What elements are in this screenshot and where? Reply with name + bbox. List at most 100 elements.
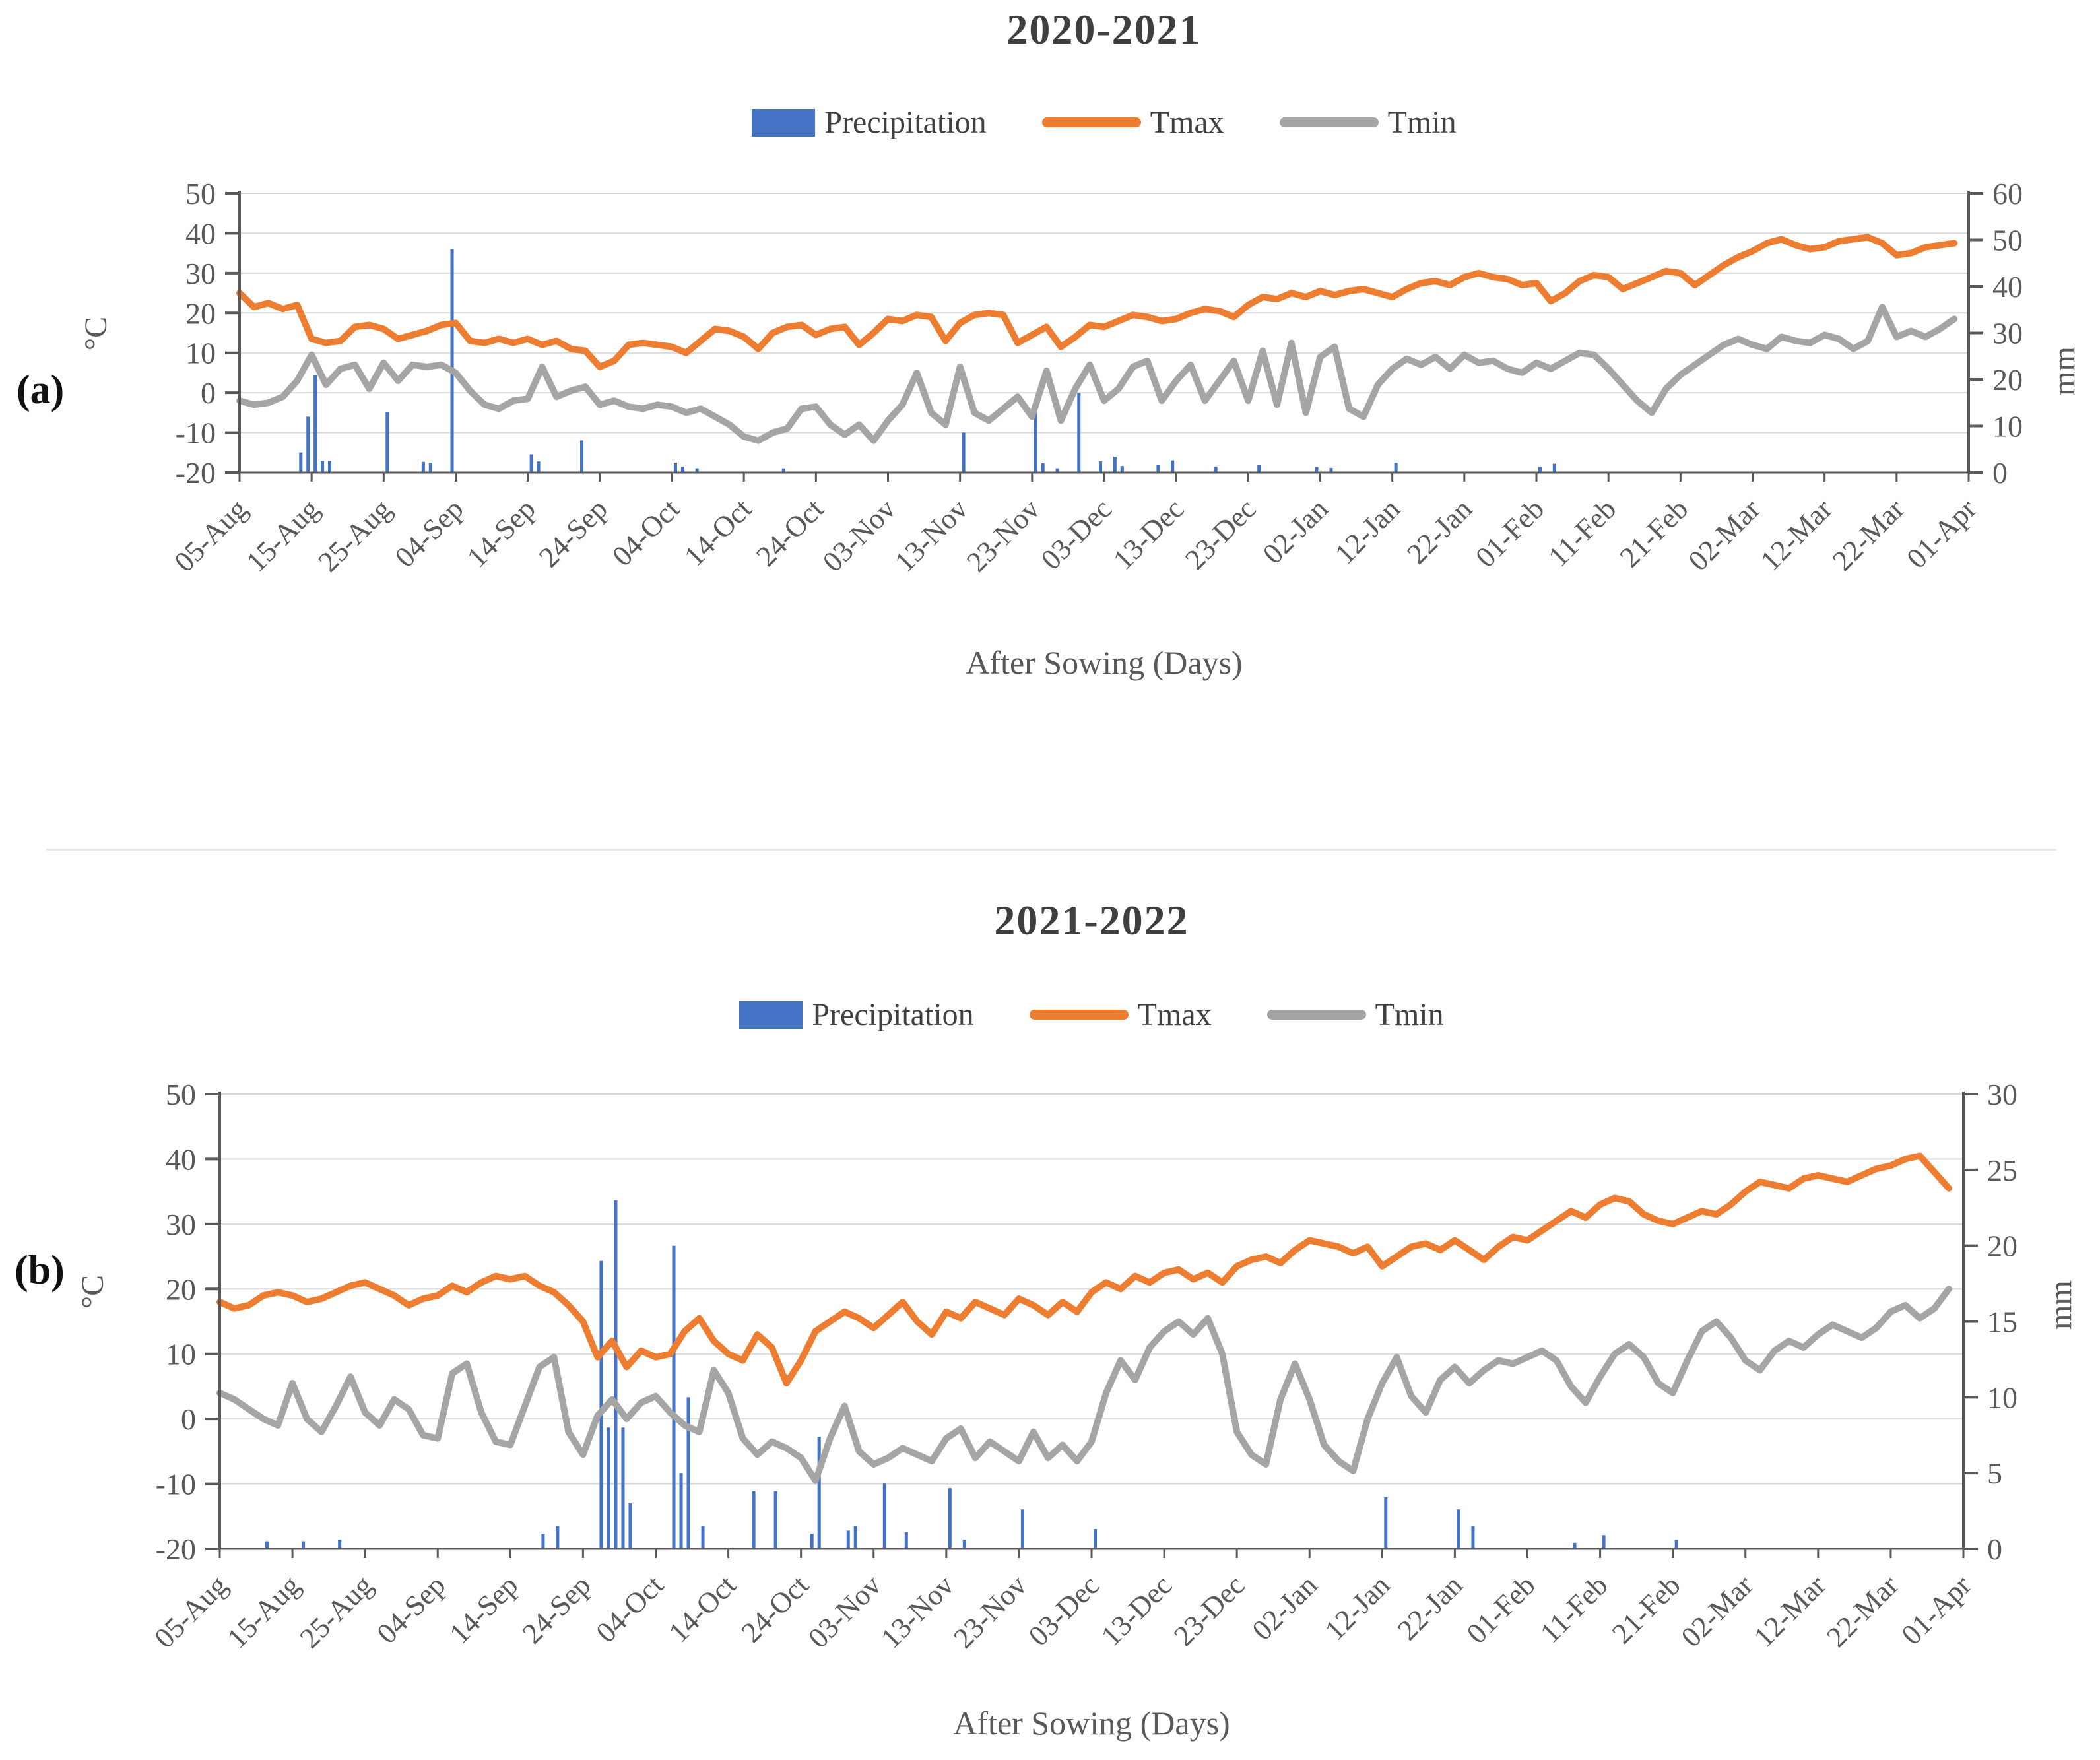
x-tick-label: 04-Oct: [606, 492, 686, 572]
x-tick-label: 24-Sep: [516, 1569, 597, 1650]
left-tick-label: 50: [166, 1078, 196, 1111]
precipitation-bar: [810, 1534, 814, 1549]
precipitation-bar: [904, 1532, 908, 1549]
x-tick-label: 24-Sep: [533, 492, 614, 573]
precipitation-bar: [846, 1530, 850, 1549]
x-tick-label: 14-Oct: [663, 1569, 742, 1648]
left-tick-label: 20: [185, 296, 216, 330]
legend-bar-swatch: [739, 1000, 803, 1029]
precipitation-bar: [1020, 1509, 1024, 1549]
left-tick-label: 10: [166, 1338, 196, 1371]
precipitation-bar: [313, 374, 317, 473]
panel-label-a: (a): [16, 368, 65, 412]
left-tick-label: 0: [201, 376, 216, 410]
legend-item-tmax: Tmax: [1029, 996, 1212, 1033]
precipitation-bar: [1457, 1509, 1460, 1549]
precipitation-bar: [537, 461, 541, 473]
precipitation-bar: [1573, 1542, 1577, 1549]
x-tick-label: 23-Nov: [960, 492, 1046, 578]
left-tick-label: 10: [185, 337, 216, 370]
precipitation-bar: [1674, 1540, 1678, 1549]
x-tick-label: 03-Nov: [816, 492, 902, 578]
x-tick-label: 12-Mar: [1754, 492, 1839, 577]
precipitation-bar: [680, 466, 684, 473]
x-tick-label: 14-Sep: [443, 1569, 525, 1650]
x-tick-label: 21-Feb: [1614, 492, 1695, 573]
precipitation-bar: [686, 1397, 690, 1549]
right-tick-label: 0: [1992, 456, 2008, 490]
x-tick-label: 22-Mar: [1826, 492, 1911, 577]
legend-line-swatch: [1041, 117, 1141, 127]
left-tick-label: 30: [166, 1208, 196, 1241]
x-tick-label: 12-Jan: [1329, 492, 1406, 570]
right-tick-label: 30: [1987, 1078, 2018, 1111]
legend-line-swatch: [1029, 1010, 1129, 1020]
precipitation-bar: [1120, 466, 1124, 473]
x-tick-label: 23-Nov: [947, 1569, 1033, 1654]
right-tick-label: 30: [1992, 317, 2023, 350]
legend-line-swatch: [1266, 1010, 1366, 1020]
right-tick-label: 10: [1987, 1381, 2018, 1414]
precipitation-bar: [1384, 1497, 1388, 1549]
precipitation-bar: [302, 1541, 306, 1549]
right-tick-label: 0: [1987, 1532, 2002, 1566]
precipitation-bar: [882, 1483, 886, 1549]
right-tick-label: 50: [1992, 224, 2023, 257]
precipitation-bar: [421, 461, 425, 473]
right-tick-label: 25: [1987, 1154, 2018, 1187]
precipitation-bar: [853, 1526, 857, 1549]
precipitation-bar: [948, 1488, 952, 1549]
x-tick-label: 25-Aug: [312, 492, 398, 578]
x-tick-label: 12-Mar: [1748, 1569, 1832, 1653]
precipitation-bar: [673, 463, 677, 473]
precipitation-bar: [1156, 465, 1160, 473]
precipitation-bar: [781, 468, 785, 473]
precipitation-bar: [695, 468, 699, 473]
x-tick-label: 04-Oct: [590, 1569, 670, 1648]
precipitation-bar: [529, 454, 533, 473]
legend-label: Tmin: [1375, 997, 1444, 1032]
precipitation-bar: [1471, 1526, 1475, 1549]
left-tick-label: 40: [166, 1142, 196, 1176]
x-tick-label: 02-Jan: [1257, 492, 1334, 570]
x-axis-title-b: After Sowing (Days): [953, 1705, 1230, 1742]
x-tick-label: 01-Apr: [1901, 492, 1983, 575]
x-tick-label: 04-Sep: [389, 492, 470, 573]
precipitation-bar: [773, 1491, 777, 1549]
legend-item-tmin: Tmin: [1279, 104, 1457, 141]
legend-b: Precipitation Tmax Tmin: [220, 996, 1963, 1033]
legend-label: Tmin: [1387, 105, 1457, 140]
tmax-line: [216, 1152, 1952, 1386]
precipitation-bar: [599, 1260, 603, 1549]
x-tick-label: 02-Jan: [1246, 1569, 1324, 1646]
x-tick-label: 03-Dec: [1022, 1569, 1105, 1652]
x-tick-label: 01-Apr: [1895, 1569, 1978, 1651]
right-tick-label: 5: [1987, 1456, 2002, 1490]
legend-item-tmin: Tmin: [1266, 996, 1444, 1033]
left-tick-label: 30: [185, 257, 216, 290]
precipitation-bar: [1171, 460, 1175, 473]
precipitation-bar: [1034, 405, 1037, 473]
precipitation-bar: [385, 412, 389, 473]
panel-divider: [46, 849, 2056, 851]
x-tick-label: 15-Aug: [240, 492, 326, 578]
chart-title-a: 2020-2021: [1006, 6, 1202, 53]
precipitation-bar: [1602, 1535, 1606, 1549]
legend-label: Precipitation: [824, 105, 987, 140]
x-tick-label: 23-Dec: [1179, 492, 1262, 575]
x-tick-label: 02-Mar: [1675, 1569, 1759, 1653]
legend-label: Precipitation: [812, 997, 974, 1032]
x-tick-label: 22-Jan: [1391, 1569, 1469, 1646]
chart-title-b: 2021-2022: [994, 897, 1189, 944]
precipitation-bar: [1329, 467, 1333, 473]
right-tick-label: 10: [1992, 410, 2023, 443]
x-tick-label: 25-Aug: [294, 1569, 379, 1654]
left-tick-label: -10: [176, 416, 216, 450]
x-tick-label: 05-Aug: [148, 1569, 234, 1654]
x-tick-label: 12-Jan: [1319, 1569, 1396, 1646]
precipitation-bar: [672, 1245, 676, 1549]
legend-a: Precipitation Tmax Tmin: [240, 104, 1969, 141]
precipitation-bar: [1041, 463, 1045, 473]
x-tick-label: 14-Oct: [678, 492, 758, 572]
x-tick-label: 14-Sep: [461, 492, 542, 573]
